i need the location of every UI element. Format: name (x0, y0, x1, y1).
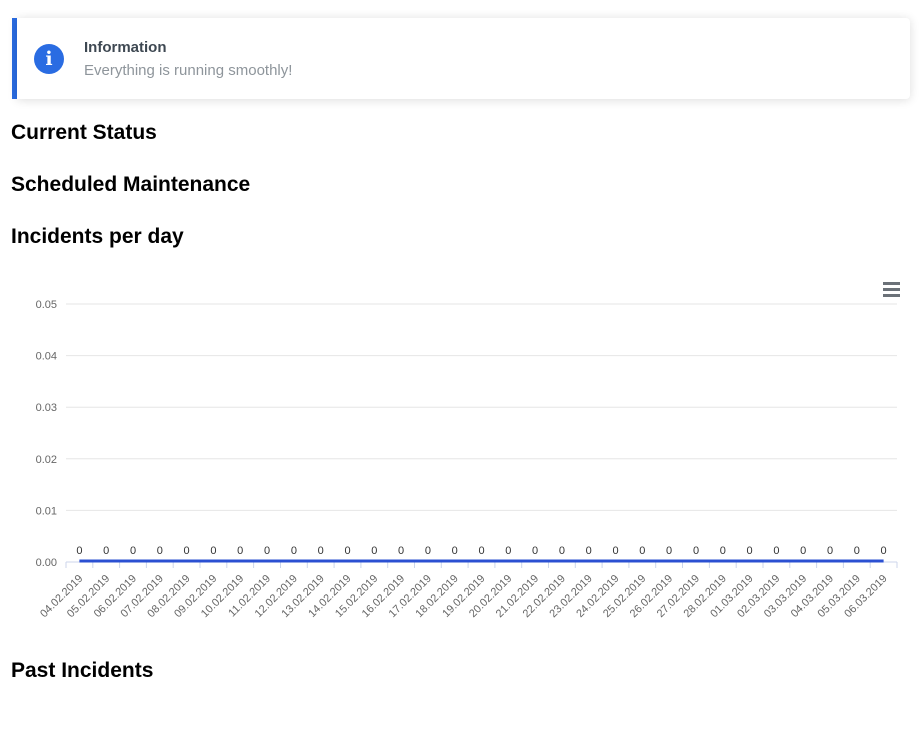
svg-text:0: 0 (344, 545, 350, 557)
past-incidents-heading: Past Incidents (11, 659, 154, 682)
data-labels: 0 0 0 0 0 0 0 0 0 0 0 0 0 0 0 0 0 0 0 0 0 0 0 0 0 0 0 0 0 0 0 (76, 545, 886, 557)
x-axis (65, 561, 898, 568)
svg-text:0.02: 0.02 (36, 454, 57, 466)
svg-text:0: 0 (612, 545, 618, 557)
alert-message: Everything is running smoothly! (84, 61, 293, 79)
svg-text:0: 0 (210, 545, 216, 557)
svg-text:0: 0 (854, 545, 860, 557)
hamburger-menu-icon (883, 281, 900, 285)
svg-text:0: 0 (318, 545, 324, 557)
svg-text:0: 0 (827, 545, 833, 557)
svg-text:0: 0 (478, 545, 484, 557)
svg-text:0: 0 (693, 545, 699, 557)
svg-text:0: 0 (425, 545, 431, 557)
svg-text:0: 0 (639, 545, 645, 557)
svg-text:0: 0 (747, 545, 753, 557)
svg-text:0: 0 (532, 545, 538, 557)
svg-text:0: 0 (505, 545, 511, 557)
incidents-per-day-heading: Incidents per day (11, 225, 184, 248)
svg-text:0: 0 (800, 545, 806, 557)
info-icon: i (34, 43, 64, 74)
alert-accent-bar (12, 18, 17, 99)
svg-text:0: 0 (130, 545, 136, 557)
x-axis-labels: 04.02.201905.02.201906.02.201907.02.2019… (38, 573, 890, 620)
info-alert: i Information Everything is running smoo… (12, 18, 910, 99)
current-status-heading: Current Status (11, 121, 157, 144)
alert-card: i Information Everything is running smoo… (17, 18, 910, 99)
svg-text:0.01: 0.01 (36, 505, 57, 517)
y-axis: 0.00 0.01 0.02 0.03 0.04 0.05 (36, 299, 897, 569)
svg-text:0: 0 (371, 545, 377, 557)
scheduled-maintenance-heading: Scheduled Maintenance (11, 173, 251, 196)
svg-text:0: 0 (291, 545, 297, 557)
info-icon-glyph: i (45, 47, 53, 70)
svg-text:0: 0 (76, 545, 82, 557)
svg-text:0: 0 (559, 545, 565, 557)
alert-text: Information Everything is running smooth… (84, 39, 292, 79)
svg-text:0: 0 (264, 545, 270, 557)
svg-text:0: 0 (666, 545, 672, 557)
svg-text:0: 0 (184, 545, 190, 557)
svg-text:0: 0 (881, 545, 887, 557)
svg-text:0: 0 (398, 545, 404, 557)
svg-text:0: 0 (103, 545, 109, 557)
svg-text:0: 0 (157, 545, 163, 557)
svg-text:0: 0 (237, 545, 243, 557)
svg-text:0: 0 (586, 545, 592, 557)
svg-text:0.00: 0.00 (36, 557, 57, 569)
svg-text:0: 0 (720, 545, 726, 557)
svg-text:0.03: 0.03 (36, 402, 57, 414)
alert-title: Information (84, 38, 167, 56)
svg-text:0.04: 0.04 (36, 351, 57, 363)
svg-text:0: 0 (773, 545, 779, 557)
svg-text:0.05: 0.05 (36, 299, 57, 311)
svg-text:0: 0 (452, 545, 458, 557)
chart-context-menu-button[interactable] (880, 278, 904, 300)
